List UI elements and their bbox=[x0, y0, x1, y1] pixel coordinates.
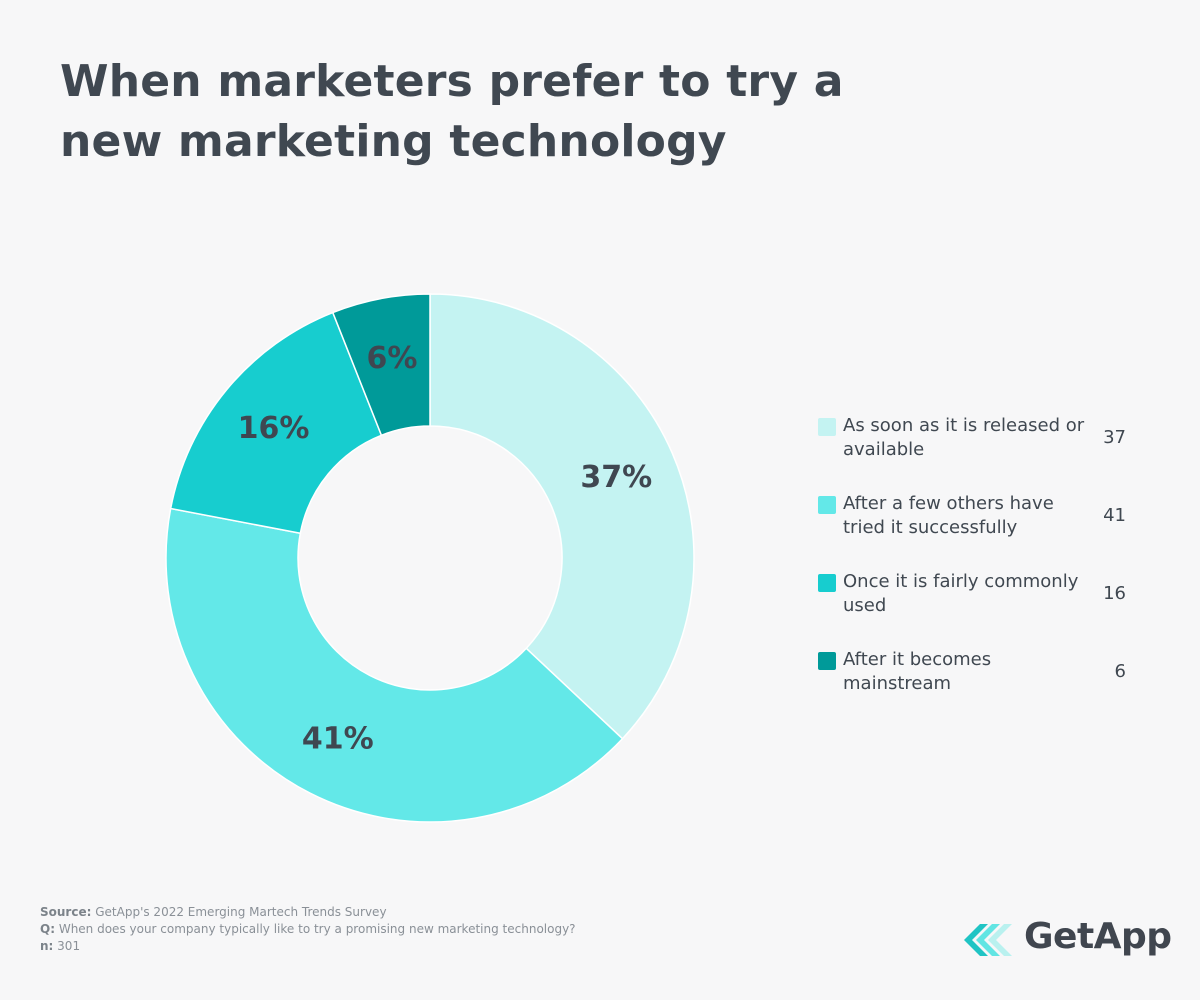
getapp-logo-icon bbox=[964, 924, 1012, 956]
legend-item: After it becomes mainstream 6 bbox=[818, 648, 1130, 726]
sample-size-text: 301 bbox=[57, 939, 81, 953]
legend-value: 6 bbox=[1114, 661, 1126, 682]
legend-swatch bbox=[818, 574, 836, 592]
getapp-logo: GetApp bbox=[964, 916, 1174, 962]
slice-label: 6% bbox=[366, 341, 417, 376]
slice-label: 41% bbox=[302, 721, 374, 756]
legend-swatch bbox=[818, 652, 836, 670]
donut-slice bbox=[331, 293, 431, 437]
legend: As soon as it is released or available 3… bbox=[818, 414, 1130, 726]
source-line: Source: GetApp's 2022 Emerging Martech T… bbox=[40, 904, 576, 921]
sample-size-line: n: 301 bbox=[40, 938, 576, 955]
legend-swatch bbox=[818, 496, 836, 514]
legend-swatch bbox=[818, 418, 836, 436]
question-text: When does your company typically like to… bbox=[58, 922, 576, 936]
legend-label: Once it is fairly commonly used bbox=[843, 571, 1079, 616]
donut-chart: 37% 41% 16% 6% bbox=[165, 293, 695, 823]
donut-slice bbox=[429, 293, 695, 740]
source-label: Source: bbox=[40, 905, 92, 919]
legend-label: After it becomes mainstream bbox=[843, 649, 992, 694]
legend-item: As soon as it is released or available 3… bbox=[818, 414, 1130, 492]
legend-item: Once it is fairly commonly used 16 bbox=[818, 570, 1130, 648]
donut-slice bbox=[165, 507, 624, 823]
question-label: Q: bbox=[40, 922, 55, 936]
logo-chevron-3 bbox=[988, 924, 1012, 956]
source-text: GetApp's 2022 Emerging Martech Trends Su… bbox=[95, 905, 387, 919]
legend-value: 41 bbox=[1103, 505, 1126, 526]
sample-size-label: n: bbox=[40, 939, 54, 953]
chart-title: When marketers prefer to try a new marke… bbox=[60, 56, 844, 167]
slice-label: 37% bbox=[580, 460, 652, 495]
chart-footer: Source: GetApp's 2022 Emerging Martech T… bbox=[40, 904, 576, 955]
legend-label: As soon as it is released or available bbox=[843, 415, 1085, 460]
legend-value: 37 bbox=[1103, 427, 1126, 448]
question-line: Q: When does your company typically like… bbox=[40, 921, 576, 938]
legend-label: After a few others have tried it success… bbox=[843, 493, 1054, 538]
slice-label: 16% bbox=[238, 411, 310, 446]
logo-text: GetApp bbox=[1024, 916, 1172, 957]
legend-item: After a few others have tried it success… bbox=[818, 492, 1130, 570]
donut-slice bbox=[169, 311, 383, 535]
legend-value: 16 bbox=[1103, 583, 1126, 604]
logo-chevron-2 bbox=[976, 924, 1000, 956]
logo-chevron-1 bbox=[964, 924, 988, 956]
